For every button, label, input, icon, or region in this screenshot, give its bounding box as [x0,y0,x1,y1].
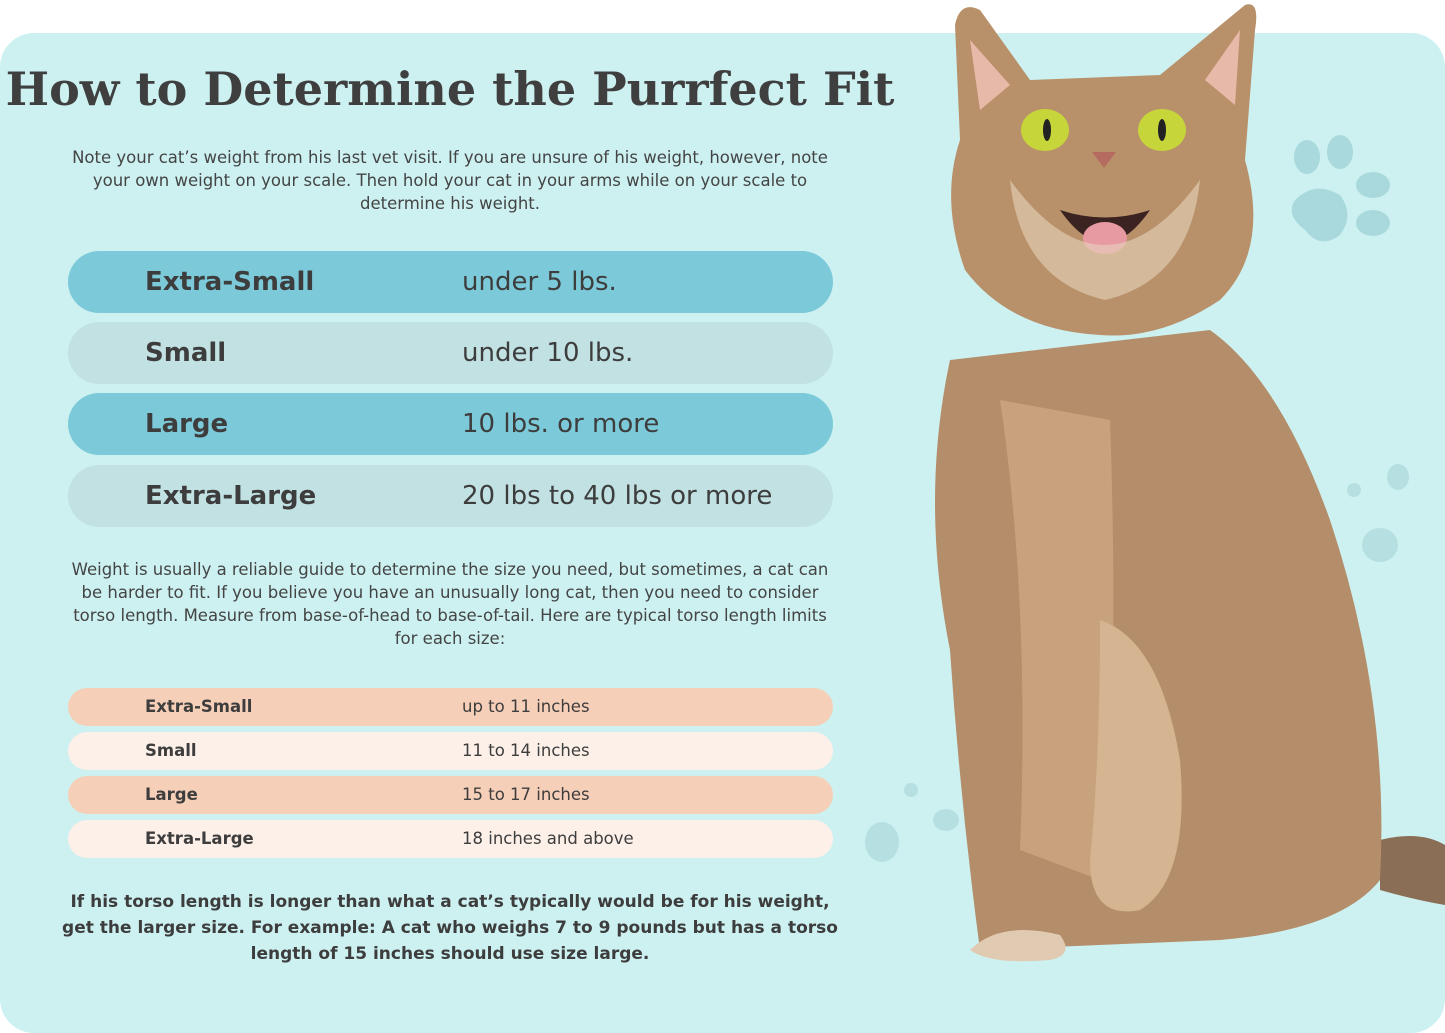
page-title: How to Determine the Purrfect Fit [5,62,895,116]
torso-intro-text: Weight is usually a reliable guide to de… [71,560,829,648]
torso-row: Small 11 to 14 inches [68,732,833,770]
size-label: Extra-Small [145,267,315,297]
size-label: Large [145,409,229,439]
weight-row: Extra-Small under 5 lbs. [68,251,833,313]
length-value: 18 inches and above [462,829,634,848]
weight-row: Extra-Large 20 lbs to 40 lbs or more [68,465,833,527]
weight-row: Large 10 lbs. or more [68,393,833,455]
length-value: up to 11 inches [462,697,590,716]
weight-value: under 10 lbs. [462,338,634,368]
length-value: 15 to 17 inches [462,785,590,804]
size-label: Extra-Large [145,829,254,848]
size-label: Large [145,785,198,804]
paw-print-icon [1291,135,1390,242]
footer-note: If his torso length is longer than what … [62,892,838,964]
size-label: Small [145,741,197,760]
weight-row: Small under 10 lbs. [68,322,833,384]
size-label: Extra-Large [145,481,317,511]
paw-print-icon [865,783,959,862]
weight-value: under 5 lbs. [462,267,617,297]
weight-value: 10 lbs. or more [462,409,660,439]
torso-row: Extra-Large 18 inches and above [68,820,833,858]
size-label: Extra-Small [145,697,253,716]
intro-text: Note your cat’s weight from his last vet… [72,148,828,213]
length-value: 11 to 14 inches [462,741,590,760]
weight-value: 20 lbs to 40 lbs or more [462,481,773,511]
paw-print-icon [1347,464,1409,562]
torso-row: Large 15 to 17 inches [68,776,833,814]
size-label: Small [145,338,227,368]
tabby-cat-photo [935,4,1445,962]
torso-row: Extra-Small up to 11 inches [68,688,833,726]
